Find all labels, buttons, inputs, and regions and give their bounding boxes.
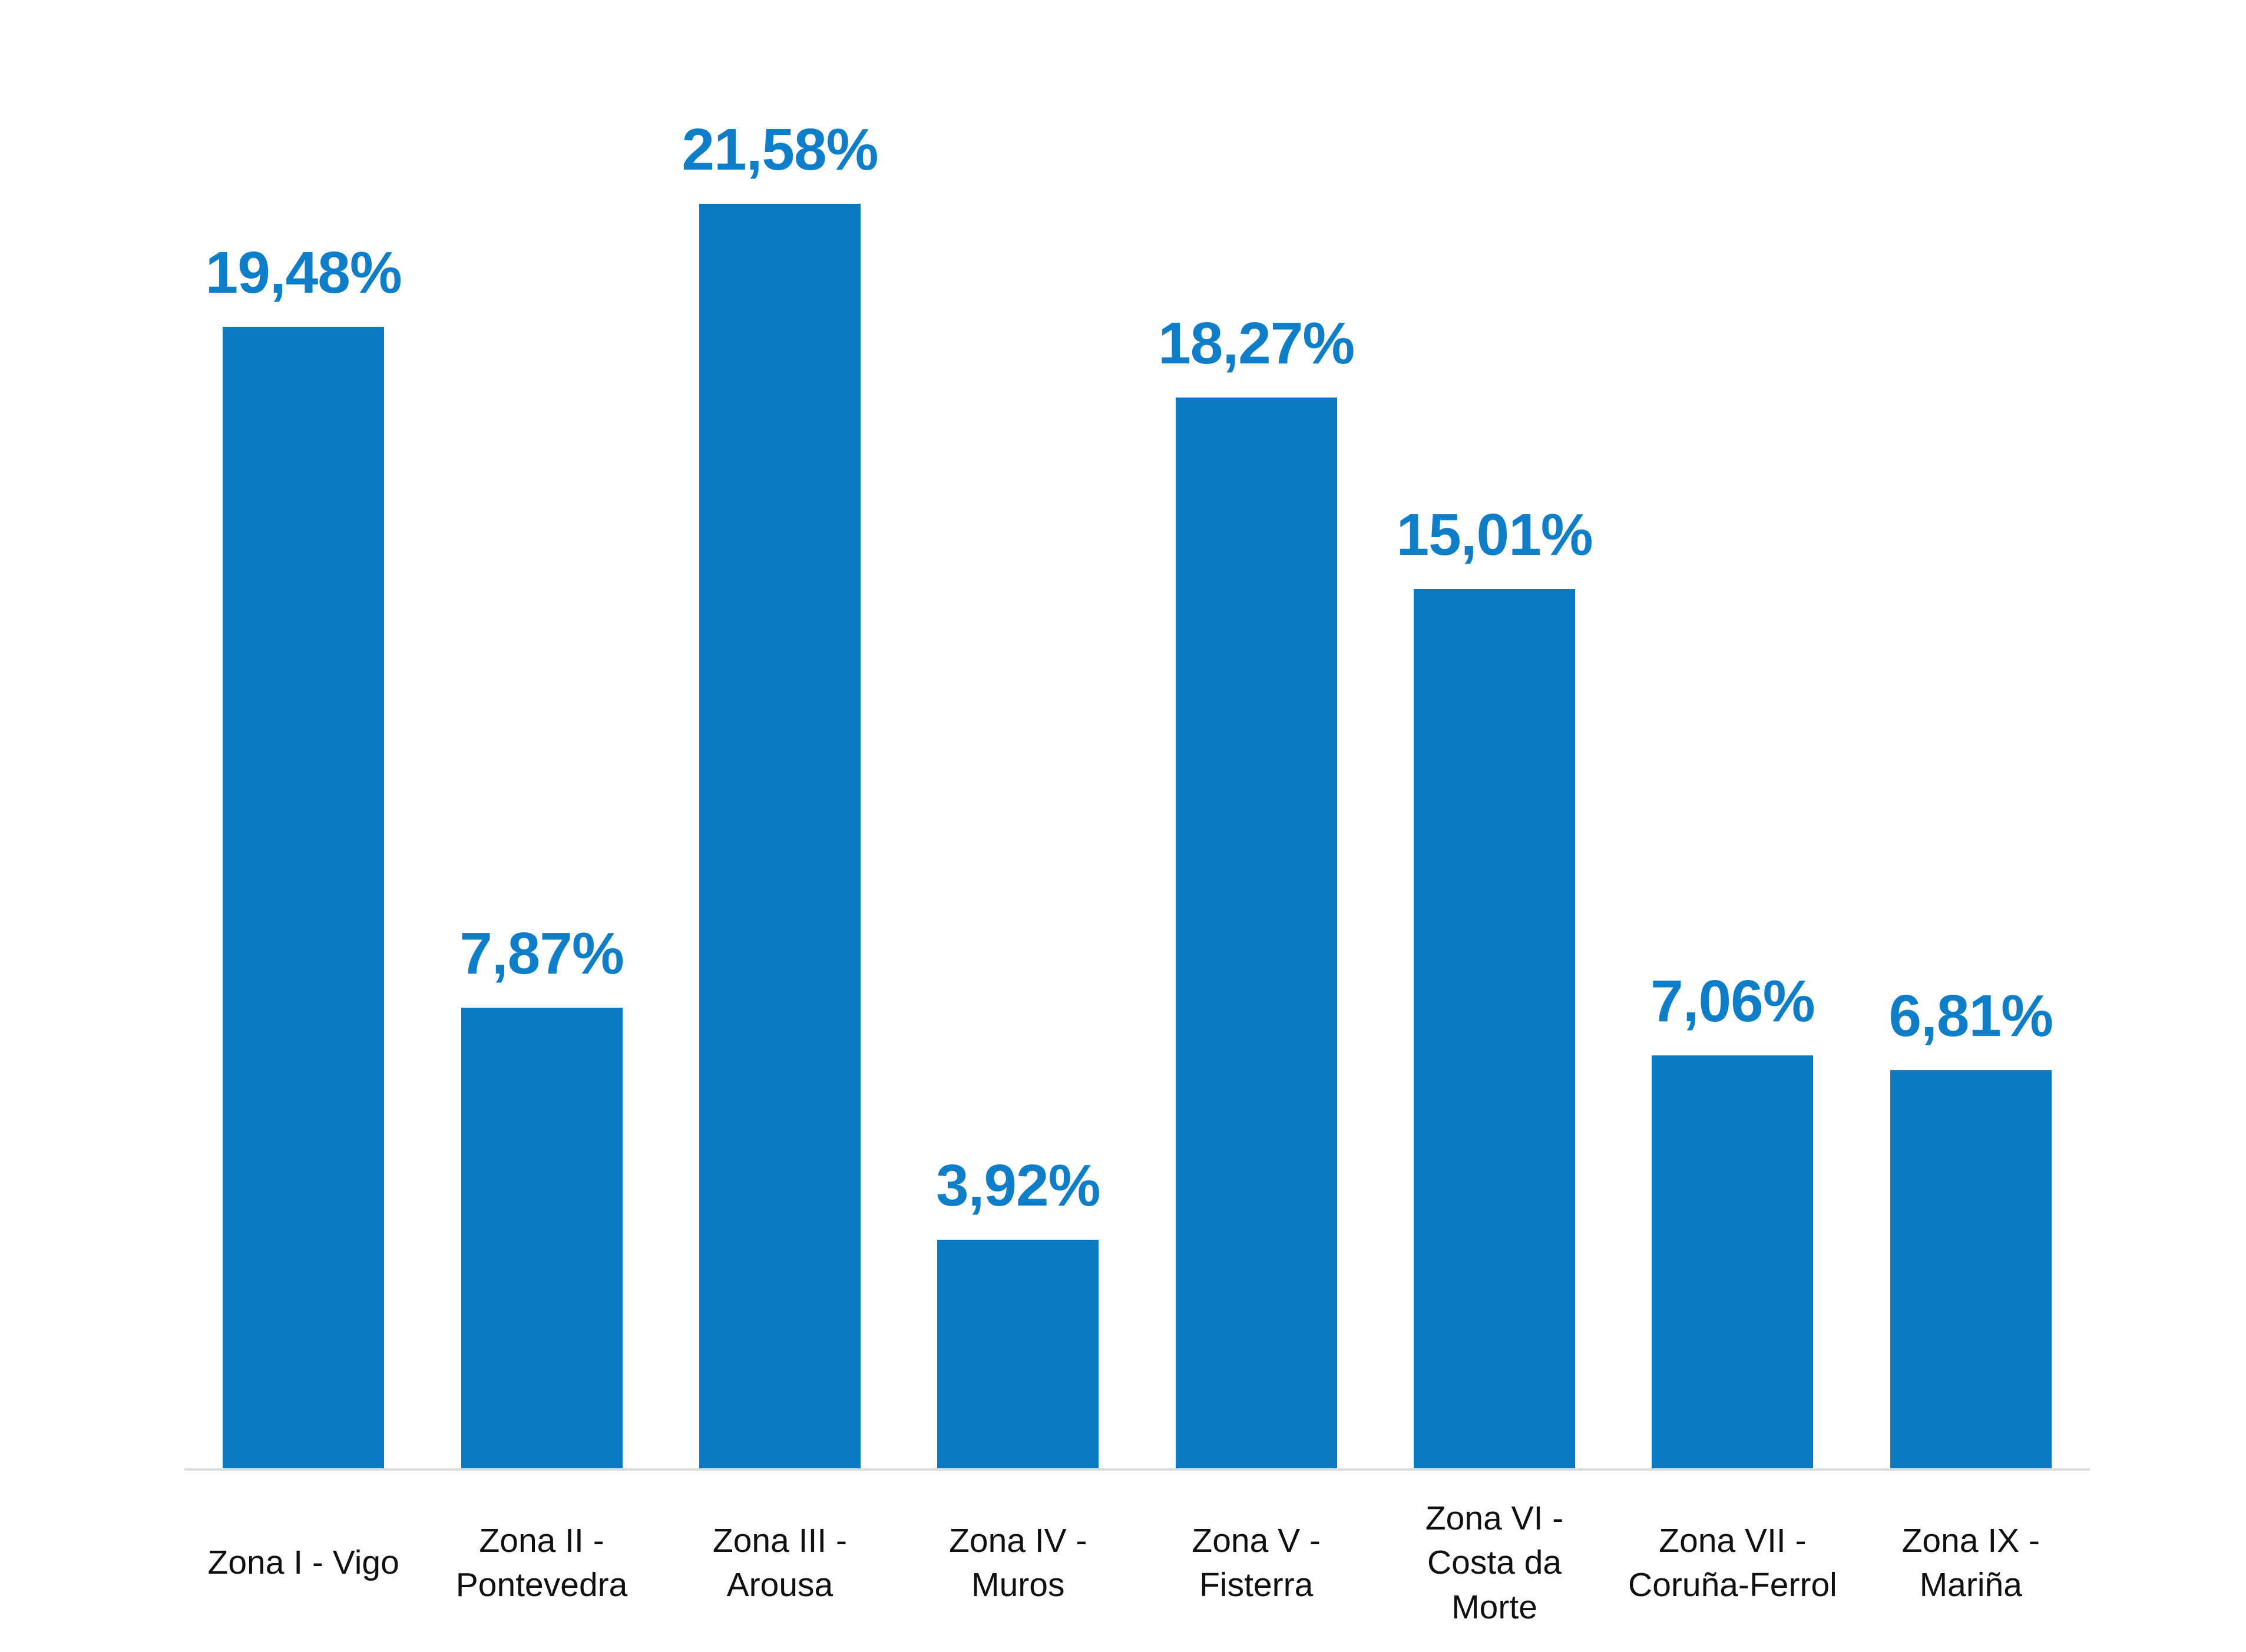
bar: [1890, 1070, 2052, 1469]
bar-group: 19,48%: [184, 243, 422, 1469]
bar-value-label: 21,58%: [682, 117, 878, 183]
bar: [223, 327, 385, 1469]
x-axis-category-label: Zona IV - Muros: [949, 1521, 1087, 1604]
bar: [1414, 589, 1576, 1469]
bar-group: 6,81%: [1852, 986, 2090, 1469]
x-axis-line: [184, 1468, 2090, 1471]
bar-value-label: 18,27%: [1158, 310, 1355, 376]
bar: [1175, 398, 1337, 1469]
bar-value-label: 6,81%: [1888, 983, 2054, 1049]
bar-group: 7,87%: [422, 924, 660, 1469]
x-axis-category-label: Zona VI - Costa da Morte: [1425, 1499, 1564, 1626]
bar: [699, 204, 861, 1469]
x-axis-category-label: Zona I - Vigo: [207, 1544, 399, 1582]
bar-value-label: 7,06%: [1650, 968, 1815, 1034]
bar-group: 15,01%: [1375, 505, 1613, 1469]
x-axis-category-label: Zona III - Arousa: [712, 1521, 847, 1604]
bar: [937, 1240, 1099, 1469]
bar-group: 18,27%: [1137, 314, 1375, 1469]
x-axis-category-label: Zona V - Fisterra: [1192, 1521, 1321, 1604]
x-axis-category-label: Zona IX - Mariña: [1901, 1521, 2040, 1604]
bar-group: 3,92%: [899, 1156, 1137, 1469]
bar-value-label: 7,87%: [459, 921, 624, 986]
bar-value-label: 19,48%: [205, 240, 402, 306]
bar: [461, 1008, 623, 1469]
bar: [1652, 1055, 1814, 1469]
x-axis-labels: Zona I - Vigo Zona II - Pontevedra Zona II…: [184, 1483, 2090, 1643]
x-axis-category-label: Zona VII - Coruña-Ferrol: [1628, 1521, 1837, 1604]
plot-area: 19,48% 7,87% 21,58% 3,92% 18,27% 15,01% 7,06% 6…: [184, 0, 2090, 1469]
bar-group: 21,58%: [661, 120, 899, 1469]
bar-value-label: 3,92%: [936, 1153, 1101, 1219]
bar-group: 7,06%: [1613, 972, 1851, 1469]
x-axis-category-label: Zona II - Pontevedra: [455, 1521, 628, 1604]
bar-value-label: 15,01%: [1396, 502, 1593, 568]
